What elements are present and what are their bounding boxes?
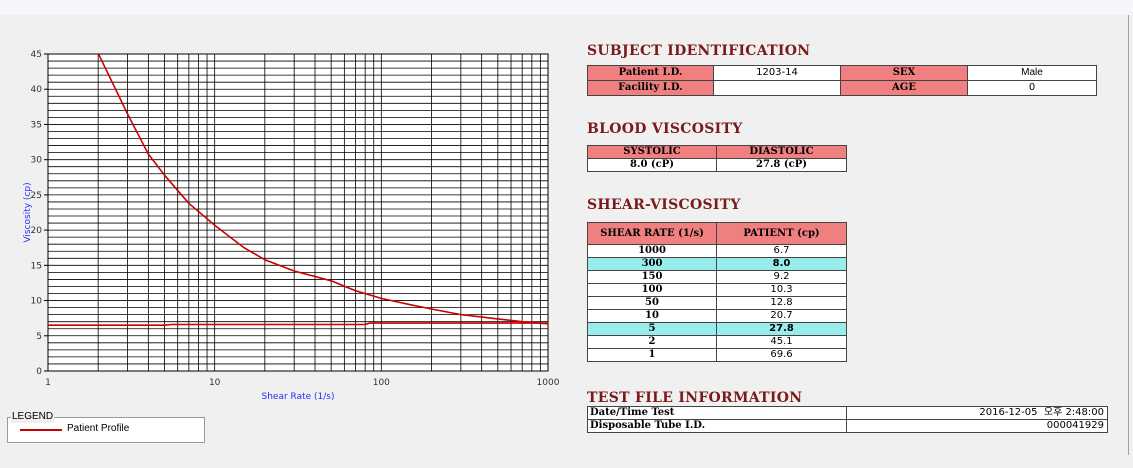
shear-table-row: 300 8.0: [587, 257, 847, 271]
patient-viscosity-cell: 69.6: [716, 348, 847, 362]
shear-table-row: 5 27.8: [587, 322, 847, 336]
y-tick-label: 20: [31, 226, 43, 236]
shear-table-body: 1000 6.7 300 8.0 150 9.2 100 10.3 50 12.8 10 20.7 5 2…: [587, 244, 847, 362]
shear-rate-cell: 5: [587, 322, 717, 336]
shear-viscosity-title: SHEAR-VISCOSITY: [587, 197, 741, 213]
tube-id-label: Disposable Tube I.D.: [587, 419, 847, 433]
age-label: AGE: [840, 80, 968, 96]
sex-label: SEX: [840, 65, 968, 81]
shear-table-row: 1000 6.7: [587, 244, 847, 258]
legend-box: LEGEND Patient Profile: [7, 411, 205, 443]
shear-table-row: 50 12.8: [587, 296, 847, 310]
x-axis-label: Shear Rate (1/s): [262, 392, 335, 402]
patient-viscosity-cell: 6.7: [716, 244, 847, 258]
datetime-label: Date/Time Test: [587, 406, 847, 420]
patient-viscosity-cell: 27.8: [716, 322, 847, 336]
test-file-table: Date/Time Test 2016-12-05 오후 2:48:00 Dis…: [587, 406, 1108, 433]
patient-id-value: 1203-14: [713, 65, 841, 81]
baseline-line: [48, 322, 548, 327]
blood-viscosity-table: SYSTOLIC DIASTOLIC 8.0 (cP) 27.8 (cP): [587, 145, 847, 172]
subject-identification-title: SUBJECT IDENTIFICATION: [587, 43, 811, 59]
datetime-value: 2016-12-05 오후 2:48:00: [846, 406, 1108, 420]
patient-viscosity-cell: 45.1: [716, 335, 847, 349]
y-tick-label: 30: [31, 156, 43, 166]
tube-id-value: 000041929: [846, 419, 1108, 433]
plot-area: [48, 54, 548, 371]
patient-viscosity-cell: 12.8: [716, 296, 847, 310]
shear-table-row: 2 45.1: [587, 335, 847, 349]
x-tick-label: 100: [373, 378, 390, 388]
shear-table-row: 150 9.2: [587, 270, 847, 284]
shear-rate-cell: 1: [587, 348, 717, 362]
shear-rate-cell: 100: [587, 283, 717, 297]
y-tick-label: 45: [31, 50, 42, 60]
patient-profile-line: [97, 52, 549, 325]
shear-rate-cell: 300: [587, 257, 717, 271]
facility-id-value: [713, 80, 841, 96]
y-tick-label: 10: [31, 297, 43, 307]
window-right-edge: [1128, 15, 1129, 455]
shear-rate-cell: 50: [587, 296, 717, 310]
x-tick-label: 1: [45, 378, 51, 388]
legend-line-swatch: [20, 429, 62, 431]
y-tick-label: 5: [36, 332, 42, 342]
systolic-value: 8.0 (cP): [587, 158, 717, 172]
sex-value: Male: [967, 65, 1097, 81]
legend-series-label: Patient Profile: [67, 423, 130, 434]
systolic-label: SYSTOLIC: [587, 145, 717, 159]
x-tick-label: 10: [209, 378, 221, 388]
test-file-information-title: TEST FILE INFORMATION: [587, 390, 803, 406]
shear-viscosity-table: SHEAR RATE (1/s) PATIENT (cp) 1000 6.7 300…: [587, 222, 847, 362]
shear-rate-cell: 150: [587, 270, 717, 284]
y-tick-label: 35: [31, 120, 42, 130]
shear-table-row: 10 20.7: [587, 309, 847, 323]
y-tick-label: 15: [31, 261, 42, 271]
patient-id-label: Patient I.D.: [587, 65, 714, 81]
subject-table: Patient I.D. 1203-14 SEX Male Facility I…: [587, 65, 1097, 96]
y-tick-label: 25: [31, 191, 42, 201]
patient-viscosity-cell: 10.3: [716, 283, 847, 297]
shear-viscosity-chart: 0 5 10 15 20 25 30 35 40 45 1 10 100 1000 Shear Rate (…: [23, 50, 560, 402]
shear-rate-cell: 2: [587, 335, 717, 349]
patient-viscosity-cell: 20.7: [716, 309, 847, 323]
y-tick-label: 0: [36, 367, 42, 377]
diastolic-label: DIASTOLIC: [716, 145, 847, 159]
patient-viscosity-cell: 8.0: [716, 257, 847, 271]
y-tick-label: 40: [31, 85, 43, 95]
patient-column-header: PATIENT (cp): [716, 222, 847, 245]
shear-table-row: 1 69.6: [587, 348, 847, 362]
y-axis-label: Viscosity (cp): [23, 182, 33, 242]
shear-rate-cell: 1000: [587, 244, 717, 258]
age-value: 0: [967, 80, 1097, 96]
patient-viscosity-cell: 9.2: [716, 270, 847, 284]
shear-rate-cell: 10: [587, 309, 717, 323]
blood-viscosity-title: BLOOD VISCOSITY: [587, 121, 743, 137]
shear-table-row: 100 10.3: [587, 283, 847, 297]
plot-frame: [47, 53, 549, 372]
x-tick-label: 1000: [537, 378, 560, 388]
facility-id-label: Facility I.D.: [587, 80, 714, 96]
shear-rate-column-header: SHEAR RATE (1/s): [587, 222, 717, 245]
diastolic-value: 27.8 (cP): [716, 158, 847, 172]
legend-title: LEGEND: [11, 411, 55, 423]
top-strip: [0, 0, 1133, 15]
